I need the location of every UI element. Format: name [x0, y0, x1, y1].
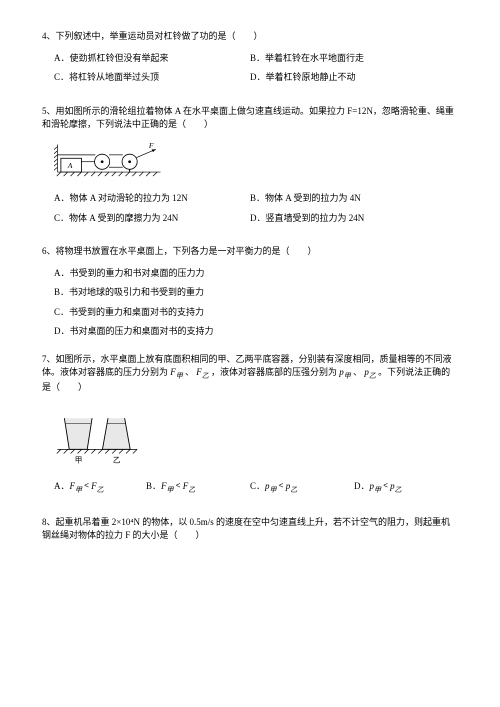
question-6: 6、将物理书放置在水平桌面上，下列各力是一对平衡力的是（ ） A．书受到的重力和…	[42, 245, 458, 339]
q7-pjia: p甲	[339, 367, 351, 377]
q5-figure: A F	[54, 140, 458, 185]
q7-stem: 7、如图所示，水平桌面上放有底面积相同的甲、乙两平底容器，分别装有深度相同，质量…	[42, 353, 458, 395]
q7-figure: 甲 乙	[54, 403, 458, 473]
q7-Fjia: F甲	[170, 367, 183, 377]
q7-c-pre: C．	[250, 481, 265, 491]
q6-opt-c: C．书受到的重力和桌面对书的支持力	[42, 306, 458, 320]
q7-stem-c: ，液体对容器底部的压强分别为	[211, 367, 339, 377]
q5-stem: 5、用如图所示的滑轮组拉着物体 A 在水平桌面上做匀速直线运动。如果拉力 F=1…	[42, 105, 458, 132]
question-8: 8、起重机吊着重 2×10⁴N 的物体，以 0.5m/s 的速度在空中匀速直线上…	[42, 516, 458, 543]
q8-stem: 8、起重机吊着重 2×10⁴N 的物体，以 0.5m/s 的速度在空中匀速直线上…	[42, 516, 458, 543]
q5-opt-a: A．物体 A 对动滑轮的拉力为 12N	[42, 192, 250, 206]
question-5: 5、用如图所示的滑轮组拉着物体 A 在水平桌面上做匀速直线运动。如果拉力 F=1…	[42, 105, 458, 232]
q7-b-pre: B．	[146, 481, 161, 491]
q4-options: A．使劲抓杠铃但没有举起来 B．举着杠铃在水平地面行走 C．将杠铃从地面举过头顶…	[42, 52, 458, 91]
q7-pyi: p乙	[364, 367, 376, 377]
question-4: 4、下列叙述中，举重运动员对杠铃做了功的是（ ） A．使劲抓杠铃但没有举起来 B…	[42, 30, 458, 91]
q4-opt-b: B．举着杠铃在水平地面行走	[250, 52, 458, 66]
q4-opt-c: C．将杠铃从地面举过头顶	[42, 71, 250, 85]
question-7: 7、如图所示，水平桌面上放有底面积相同的甲、乙两平底容器，分别装有深度相同，质量…	[42, 353, 458, 502]
q5-opt-b: B．物体 A 受到的拉力为 4N	[250, 192, 458, 206]
q6-stem: 6、将物理书放置在水平桌面上，下列各力是一对平衡力的是（ ）	[42, 245, 458, 259]
q7-opt-d: D．p甲 < p乙	[354, 480, 458, 495]
pulley-diagram: A F	[54, 140, 164, 180]
q4-opt-a: A．使劲抓杠铃但没有举起来	[42, 52, 250, 66]
beaker-diagram: 甲 乙	[54, 403, 144, 468]
svg-text:F: F	[148, 140, 154, 149]
q7-stem-b: 、	[185, 367, 196, 377]
label-jia: 甲	[75, 455, 83, 464]
label-yi: 乙	[113, 455, 121, 464]
q5-opt-c: C．物体 A 受到的摩擦力为 24N	[42, 212, 250, 226]
q7-options: A．F甲 < F乙 B．F甲 < F乙 C．p甲 < p乙 D．p甲 < p乙	[42, 480, 458, 501]
q7-opt-b: B．F甲 < F乙	[146, 480, 250, 495]
svg-text:A: A	[67, 160, 73, 169]
q5-options: A．物体 A 对动滑轮的拉力为 12N B．物体 A 受到的拉力为 4N C．物…	[42, 192, 458, 231]
q7-stem-d: 、	[353, 367, 364, 377]
q6-opt-b: B．书对地球的吸引力和书受到的重力	[42, 286, 458, 300]
q7-opt-c: C．p甲 < p乙	[250, 480, 354, 495]
q4-opt-d: D．举着杠铃原地静止不动	[250, 71, 458, 85]
q5-opt-d: D．竖直墙受到的拉力为 24N	[250, 212, 458, 226]
q6-options: A．书受到的重力和书对桌面的压力力 B．书对地球的吸引力和书受到的重力 C．书受…	[42, 267, 458, 339]
q7-opt-a: A．F甲 < F乙	[42, 480, 146, 495]
q6-opt-a: A．书受到的重力和书对桌面的压力力	[42, 267, 458, 281]
q6-opt-d: D．书对桌面的压力和桌面对书的支持力	[42, 325, 458, 339]
q4-stem: 4、下列叙述中，举重运动员对杠铃做了功的是（ ）	[42, 30, 458, 44]
q7-Fyi: F乙	[196, 367, 209, 377]
q7-d-pre: D．	[354, 481, 370, 491]
q7-a-pre: A．	[54, 481, 70, 491]
